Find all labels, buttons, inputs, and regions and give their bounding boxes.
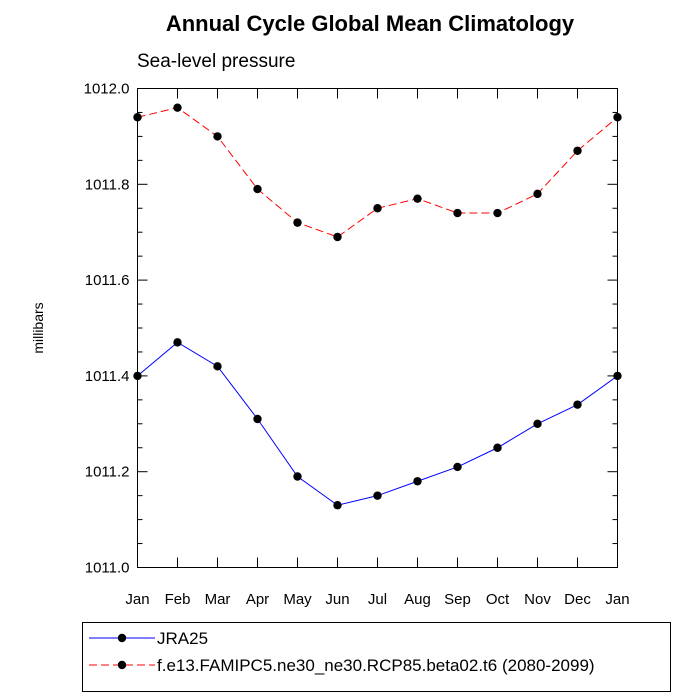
x-tick-label: Oct xyxy=(486,591,510,608)
x-tick-label: Feb xyxy=(165,591,191,608)
x-tick-label: Jan xyxy=(605,591,629,608)
y-tick-label: 1011.6 xyxy=(85,272,130,289)
data-point xyxy=(373,204,382,213)
data-point xyxy=(453,462,462,472)
data-point xyxy=(413,477,422,486)
data-point xyxy=(333,501,342,510)
legend-entry-1: f.e13.FAMIPC5.ne30_ne30.RCP85.beta02.t6 … xyxy=(157,656,595,675)
series-layer xyxy=(133,103,622,510)
data-point xyxy=(493,443,502,452)
data-point xyxy=(293,218,302,227)
x-tick-label: May xyxy=(283,591,312,608)
data-point xyxy=(213,362,222,371)
data-point xyxy=(533,189,542,199)
data-point xyxy=(493,208,502,218)
x-tick-label: Jul xyxy=(368,591,387,608)
legend: JRA25 f.e13.FAMIPC5.ne30_ne30.RCP85.beta0… xyxy=(89,629,595,675)
data-point xyxy=(133,113,142,122)
data-point xyxy=(253,184,262,194)
y-tick-label: 1011.8 xyxy=(85,176,130,193)
x-tick-label: Apr xyxy=(246,591,269,608)
data-point xyxy=(373,491,382,500)
data-point xyxy=(173,338,182,347)
x-tick-label: Jun xyxy=(325,591,349,608)
data-point xyxy=(253,414,262,424)
data-point xyxy=(293,472,302,481)
data-point xyxy=(453,208,462,218)
legend-marker xyxy=(117,660,127,670)
data-point xyxy=(213,132,222,141)
legend-entry-0: JRA25 xyxy=(157,629,208,648)
data-point xyxy=(573,146,582,155)
x-tick-label: Sep xyxy=(444,591,471,608)
data-point xyxy=(613,371,622,381)
data-point xyxy=(173,103,182,112)
x-tick-label: Dec xyxy=(564,591,591,608)
chart-title: Annual Cycle Global Mean Climatology xyxy=(166,11,575,36)
chart-subtitle: Sea-level pressure xyxy=(137,51,295,72)
series-line-1 xyxy=(137,107,618,238)
data-point xyxy=(533,419,542,428)
data-point xyxy=(413,194,422,203)
legend-box xyxy=(82,622,671,692)
y-tick-label: 1012.0 xyxy=(84,81,130,98)
series-line-0 xyxy=(137,341,618,506)
data-point xyxy=(133,371,142,381)
x-tick-label: Mar xyxy=(205,591,231,608)
y-axis-label: millibars xyxy=(30,302,46,353)
y-tick-label: 1011.4 xyxy=(85,368,130,385)
data-point xyxy=(573,400,582,409)
data-point xyxy=(333,232,342,242)
x-tick-label: Nov xyxy=(524,591,551,608)
axis-ticks: 1011.0 1011.2 1011.4 1011.6 1011.8 1012.0 Jan F… xyxy=(84,81,630,609)
y-tick-label: 1011.0 xyxy=(85,560,130,577)
x-tick-label: Jan xyxy=(125,591,149,608)
x-tick-label: Aug xyxy=(404,591,431,608)
y-tick-label: 1011.2 xyxy=(85,464,130,481)
data-point xyxy=(613,113,622,122)
legend-marker xyxy=(117,633,127,643)
